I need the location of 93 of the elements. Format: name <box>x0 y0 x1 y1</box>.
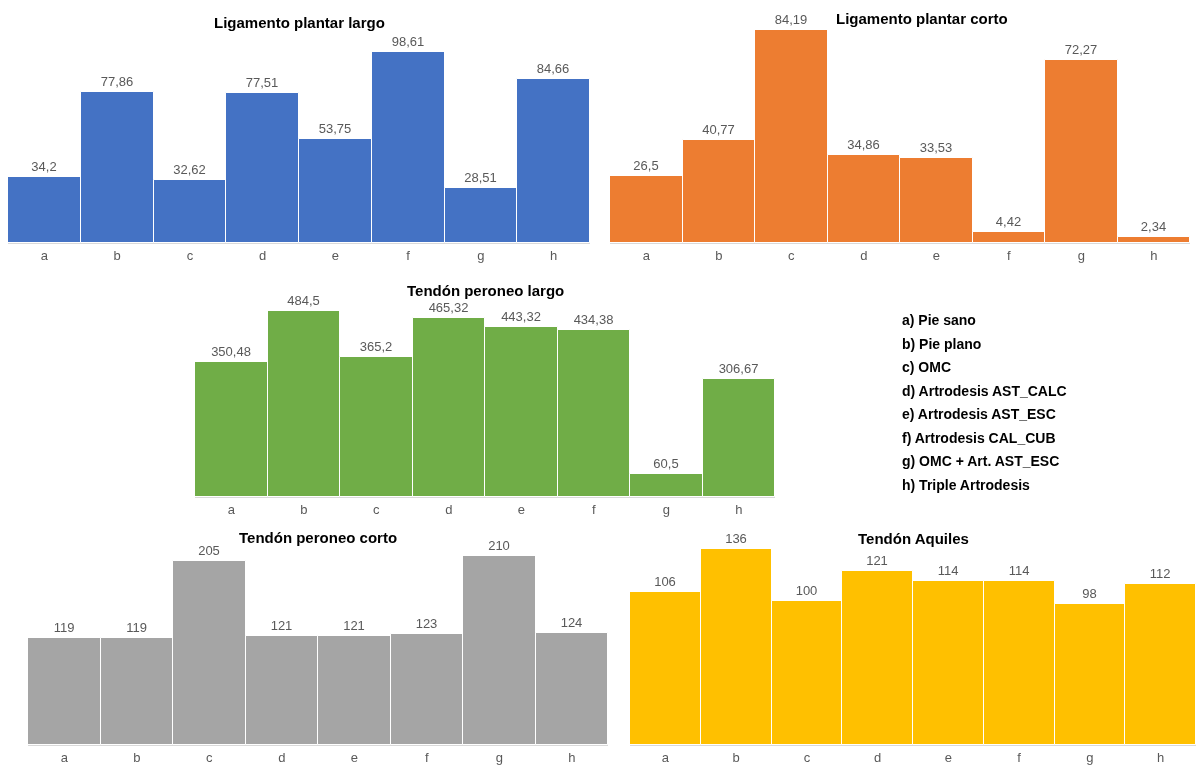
data-label: 53,75 <box>318 120 352 136</box>
data-label: 465,32 <box>428 299 469 315</box>
x-tick-label: d <box>860 247 868 263</box>
text: b) Pie plano <box>902 336 982 352</box>
data-label: 124 <box>560 614 583 630</box>
x-tick-label: h <box>1157 749 1165 765</box>
x-tick-label: d <box>445 501 453 517</box>
x-tick-label: a <box>60 749 69 765</box>
x-tick-label: b <box>300 501 308 517</box>
x-tick-label: f <box>424 749 429 765</box>
x-tick-label: a <box>642 247 651 263</box>
x-tick-label: g <box>477 247 485 263</box>
text: h) Triple Artrodesis <box>902 477 1031 493</box>
data-label: 84,19 <box>774 11 808 27</box>
data-label: 119 <box>53 619 75 635</box>
data-label: 77,86 <box>100 73 134 89</box>
x-tick-label: h <box>735 501 743 517</box>
data-label: 119 <box>126 619 147 635</box>
x-tick-label: b <box>732 749 740 765</box>
data-label: 443,32 <box>501 308 541 324</box>
x-tick-label: d <box>259 247 267 263</box>
x-tick-label: d <box>278 749 286 765</box>
x-tick-label: f <box>406 247 411 263</box>
data-label: 114 <box>1008 562 1030 578</box>
data-label: 77,51 <box>245 74 279 90</box>
text: c) OMC <box>902 359 951 375</box>
text: a) Pie sano <box>902 312 976 328</box>
x-tick-label: f <box>1006 247 1011 263</box>
data-label: 32,62 <box>173 161 206 177</box>
x-tick-label: c <box>788 247 795 263</box>
x-tick-label: a <box>40 247 49 263</box>
x-tick-label: b <box>113 247 121 263</box>
chart-title: Tendón peroneo largo <box>407 282 565 299</box>
x-tick-label: e <box>932 247 940 263</box>
data-label: 72,27 <box>1064 41 1098 57</box>
data-label: 350,48 <box>211 343 251 359</box>
x-tick-label: g <box>1077 247 1085 263</box>
data-label: 4,42 <box>995 213 1022 229</box>
x-tick-label: g <box>662 501 670 517</box>
data-label: 112 <box>1149 565 1171 581</box>
data-label: 121 <box>866 552 888 568</box>
data-label: 26,5 <box>633 157 659 173</box>
x-tick-label: e <box>350 749 358 765</box>
x-tick-label: b <box>715 247 723 263</box>
data-label: 106 <box>654 573 676 589</box>
data-label: 33,53 <box>919 139 953 155</box>
data-label: 136 <box>725 530 747 546</box>
data-label: 210 <box>488 537 510 553</box>
x-tick-label: f <box>591 501 596 517</box>
x-tick-label: e <box>517 501 525 517</box>
data-label: 365,2 <box>359 338 393 354</box>
text: d) Artrodesis AST_CALC <box>902 383 1067 399</box>
data-label: 40,77 <box>702 121 735 137</box>
x-tick-label: h <box>568 749 576 765</box>
data-label: 60,5 <box>653 455 679 471</box>
x-tick-label: g <box>1086 749 1094 765</box>
x-tick-label: e <box>331 247 339 263</box>
x-tick-label: f <box>1017 749 1022 765</box>
data-label: 2,34 <box>1140 218 1167 234</box>
chart-title: Ligamento plantar corto <box>836 10 1008 27</box>
x-tick-label: b <box>133 749 141 765</box>
x-tick-label: h <box>1150 247 1158 263</box>
x-tick-label: h <box>550 247 558 263</box>
data-label: 98 <box>1082 585 1097 601</box>
text: f) Artrodesis CAL_CUB <box>902 430 1056 446</box>
data-label: 434,38 <box>573 311 614 327</box>
data-label: 34,2 <box>31 158 57 174</box>
data-label: 28,51 <box>464 169 497 185</box>
chart-title: Tendón Aquiles <box>858 530 969 547</box>
data-label: 123 <box>415 615 438 631</box>
x-tick-label: e <box>944 749 952 765</box>
x-tick-label: g <box>495 749 503 765</box>
data-label: 98,61 <box>391 33 425 49</box>
x-tick-label: d <box>874 749 882 765</box>
data-label: 114 <box>937 562 959 578</box>
data-label: 34,86 <box>847 136 880 152</box>
data-label: 84,66 <box>536 60 570 76</box>
data-label: 484,5 <box>287 292 320 308</box>
x-tick-label: c <box>186 247 194 263</box>
chart-title: Ligamento plantar largo <box>214 14 385 31</box>
data-label: 121 <box>270 617 293 633</box>
text: e) Artrodesis AST_ESC <box>902 406 1056 422</box>
x-tick-label: c <box>803 749 811 765</box>
chart-title: Tendón peroneo corto <box>239 529 398 546</box>
x-tick-label: c <box>373 501 380 517</box>
data-label: 306,67 <box>718 360 759 376</box>
data-label: 205 <box>198 542 220 558</box>
data-label: 100 <box>795 582 818 598</box>
x-tick-label: c <box>206 749 213 765</box>
data-label: 121 <box>343 617 365 633</box>
x-tick-label: a <box>227 501 236 517</box>
x-tick-label: a <box>661 749 670 765</box>
text: g) OMC + Art. AST_ESC <box>902 453 1060 469</box>
